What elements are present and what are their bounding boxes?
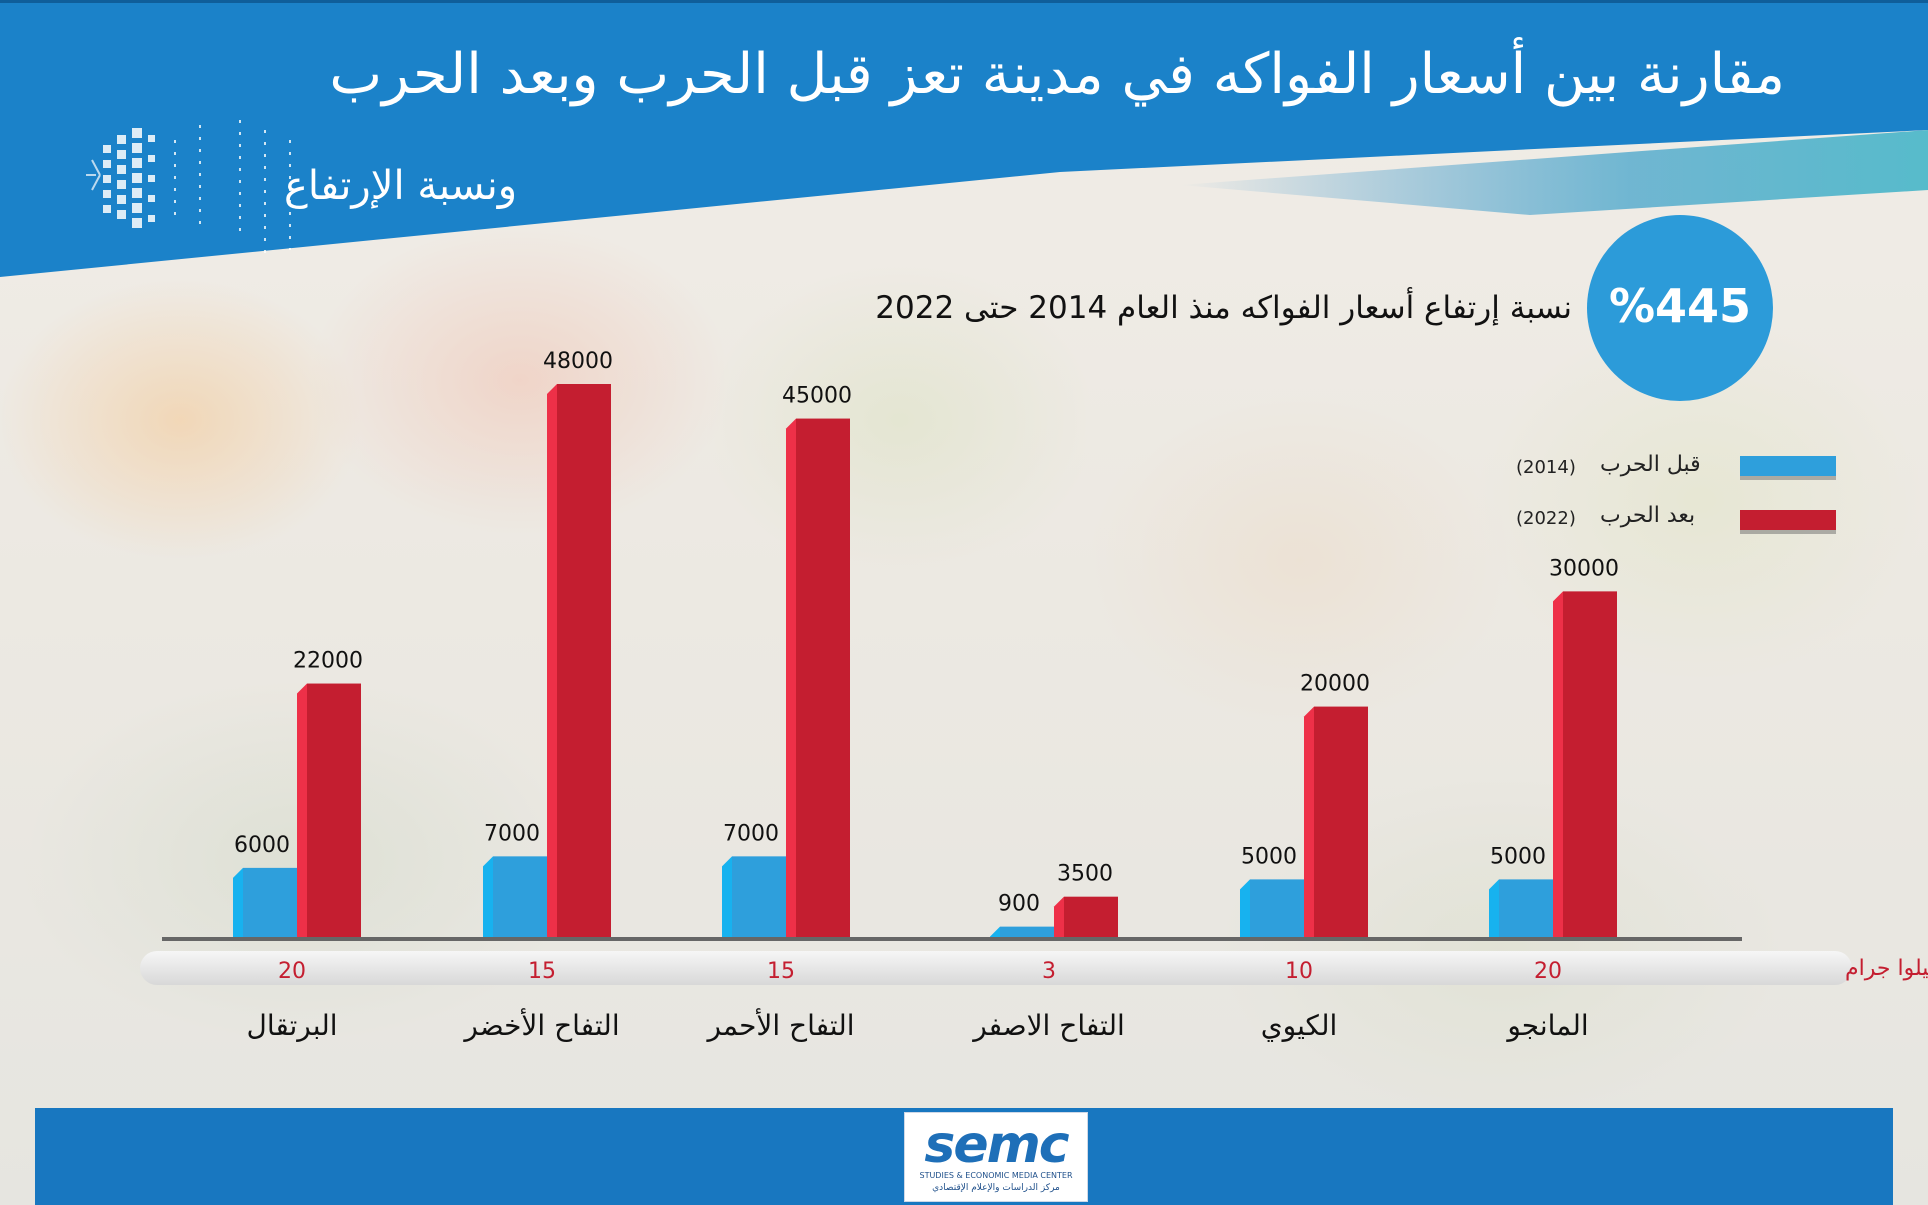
bar-before-0: [243, 867, 297, 937]
quantity-value-5: 20: [1534, 959, 1562, 984]
quantity-value-3: 3: [1042, 959, 1056, 984]
category-label-0: البرتقال: [246, 1009, 337, 1042]
legend-label-before: قبل الحرب: [1600, 452, 1701, 477]
legend-swatch-after: [1740, 510, 1836, 530]
quantity-shelf: [140, 951, 1852, 985]
bar-after-4: [1314, 706, 1368, 937]
bar-after-2: [796, 418, 850, 937]
value-label-after-1: 48000: [543, 349, 613, 374]
value-label-after-4: 20000: [1300, 672, 1370, 697]
category-label-1: التفاح الأخضر: [462, 1007, 619, 1042]
legend-swatch-before-shadow: [1740, 476, 1836, 480]
bar-before-2-side: [722, 856, 732, 937]
value-label-before-0: 6000: [234, 833, 290, 858]
value-label-before-1: 7000: [484, 821, 540, 846]
bar-after-4-side: [1304, 706, 1314, 937]
category-label-5: المانجو: [1505, 1009, 1588, 1042]
quantity-value-4: 10: [1285, 959, 1313, 984]
rise-description: نسبة إرتفاع أسعار الفواكه منذ العام 2014…: [875, 290, 1572, 326]
value-label-before-3: 900: [998, 892, 1040, 917]
bar-before-5: [1499, 879, 1553, 937]
header-accent-ribbon: [1180, 130, 1928, 215]
value-label-after-3: 3500: [1057, 862, 1113, 887]
logo-wordmark: semc: [924, 1115, 1069, 1175]
page-subtitle: ونسبة الإرتفاع: [284, 163, 518, 209]
bar-before-4-side: [1240, 879, 1250, 937]
bar-after-3: [1064, 896, 1118, 937]
bar-before-1: [493, 856, 547, 937]
logo-subtitle-en: STUDIES & ECONOMIC MEDIA CENTER: [919, 1171, 1073, 1180]
value-label-before-2: 7000: [723, 821, 779, 846]
page-title: مقارنة بين أسعار الفواكه في مدينة تعز قب…: [329, 42, 1785, 107]
bar-after-5: [1563, 591, 1617, 937]
category-label-2: التفاح الأحمر: [705, 1007, 854, 1042]
bar-before-3: [1000, 926, 1054, 937]
bar-after-1-side: [547, 384, 557, 937]
value-label-after-5: 30000: [1549, 556, 1619, 581]
value-label-before-4: 5000: [1241, 844, 1297, 869]
bar-before-2: [732, 856, 786, 937]
quantity-value-0: 20: [278, 959, 306, 984]
legend-swatch-before: [1740, 456, 1836, 476]
bar-before-1-side: [483, 856, 493, 937]
globe-icon: [86, 120, 291, 255]
legend-year-after: (2022): [1516, 508, 1576, 529]
value-label-before-5: 5000: [1490, 844, 1546, 869]
legend-year-before: (2014): [1516, 457, 1576, 478]
header-top-line: [0, 0, 1928, 3]
bar-before-3-side: [990, 926, 1000, 937]
bar-group: 6000 22000 20 البرتقال 7000 48000 15 التفاح الأ…: [233, 349, 1619, 1042]
quantity-value-1: 15: [528, 959, 556, 984]
bar-after-3-side: [1054, 896, 1064, 937]
semc-logo: semc STUDIES & ECONOMIC MEDIA CENTER مرك…: [904, 1112, 1088, 1202]
bar-after-5-side: [1553, 591, 1563, 937]
bar-after-0: [307, 683, 361, 937]
bar-after-0-side: [297, 683, 307, 937]
logo-subtitle-ar: مركز الدراسات والإعلام الإقتصادي: [932, 1183, 1060, 1193]
category-label-4: الكيوي: [1261, 1009, 1338, 1042]
value-label-after-2: 45000: [782, 384, 852, 409]
bar-before-0-side: [233, 867, 243, 937]
value-label-after-0: 22000: [293, 649, 363, 674]
bar-after-2-side: [786, 418, 796, 937]
quantity-value-2: 15: [767, 959, 795, 984]
legend-swatch-after-shadow: [1740, 530, 1836, 534]
bar-before-5-side: [1489, 879, 1499, 937]
rise-percent-value: %445: [1609, 279, 1751, 333]
header-banner: [0, 0, 1928, 277]
bar-after-1: [557, 384, 611, 937]
rise-percent-circle: [1587, 215, 1773, 401]
legend-label-after: بعد الحرب: [1600, 503, 1696, 528]
bar-before-4: [1250, 879, 1304, 937]
quantity-label: الكمية بالكيلوا جرام: [1845, 956, 1928, 981]
category-label-3: التفاح الاصفر: [971, 1009, 1125, 1042]
